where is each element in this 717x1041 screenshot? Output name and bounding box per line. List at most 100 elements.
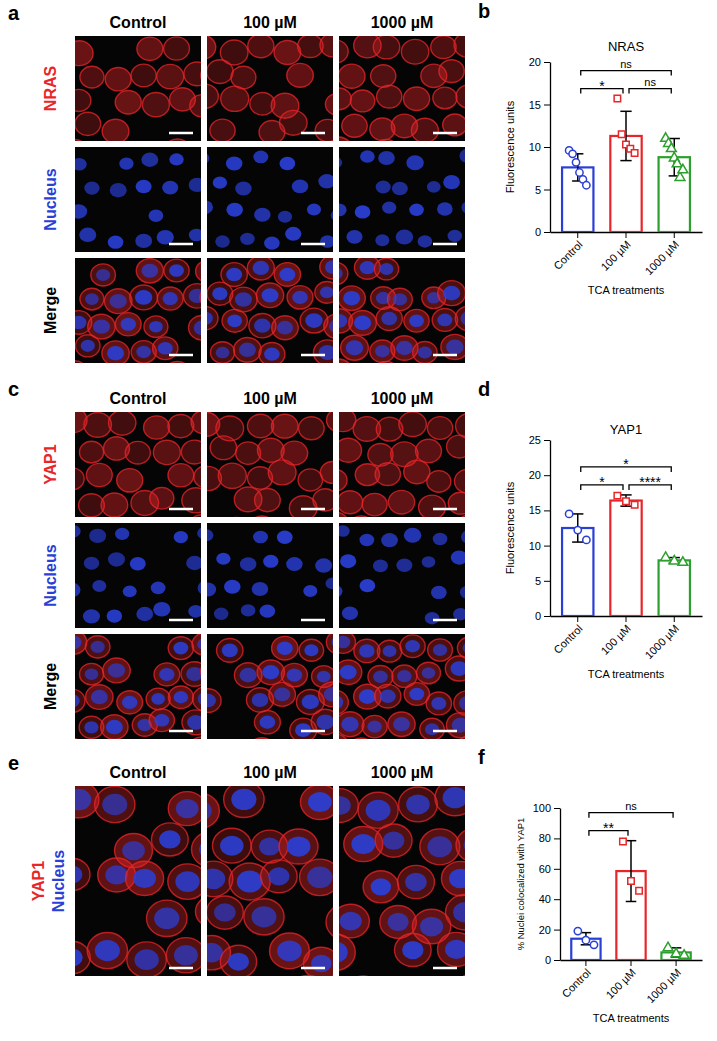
cell-stain xyxy=(184,62,201,86)
nucleus-stain xyxy=(464,835,465,854)
cell-stain xyxy=(339,64,365,88)
nucleus-stain xyxy=(157,230,174,245)
tick: Control xyxy=(551,616,585,656)
significance-label: * xyxy=(599,474,605,490)
cell-stain xyxy=(339,262,348,285)
tick-label: 20 xyxy=(529,469,541,481)
nucleus-stain xyxy=(376,181,391,194)
nucleus-stain xyxy=(453,902,465,923)
nucleus-stain xyxy=(169,264,184,277)
cell-stain xyxy=(248,36,274,58)
tick-mark xyxy=(674,616,675,622)
tick-mark xyxy=(554,899,560,900)
nucleus-stain xyxy=(212,287,227,300)
cell-stain xyxy=(194,466,201,488)
cell-stain xyxy=(200,285,201,309)
cell-stain xyxy=(75,739,85,740)
cell-stain xyxy=(244,899,284,935)
nucleus-stain xyxy=(319,345,333,360)
cell-stain xyxy=(435,786,465,816)
nucleus-stain xyxy=(367,720,382,732)
tick-label: 40 xyxy=(539,893,551,905)
nucleus-stain xyxy=(106,720,123,734)
nucleus-stain xyxy=(287,836,311,856)
nucleus-stain xyxy=(340,665,357,679)
cell-stain xyxy=(220,945,256,976)
cell-stain xyxy=(195,896,201,928)
nucleus-stain xyxy=(136,607,153,621)
data-point xyxy=(666,143,676,152)
error-bar xyxy=(630,841,632,902)
tick-mark xyxy=(544,475,550,476)
cell-stain xyxy=(326,634,333,654)
tick-mark xyxy=(631,960,632,966)
cell-stain xyxy=(207,60,233,84)
nucleus-stain xyxy=(207,694,216,708)
cell-stain xyxy=(248,738,276,739)
cell-stain xyxy=(153,440,180,464)
micrograph xyxy=(75,634,201,739)
nucleus-stain xyxy=(342,606,358,620)
error-bar-cap xyxy=(620,494,631,496)
data-point xyxy=(618,131,624,137)
cell-stain xyxy=(374,139,399,141)
nucleus-stain xyxy=(355,205,371,218)
nucleus-stain xyxy=(226,203,243,217)
significance-bracket xyxy=(581,71,672,76)
nucleus-stain xyxy=(405,640,420,653)
data-point xyxy=(672,158,682,167)
data-point xyxy=(583,536,590,543)
cell-stain xyxy=(339,934,355,971)
cell-stain xyxy=(339,137,352,141)
nucleus-stain xyxy=(453,608,465,620)
tick: 80 xyxy=(539,832,560,844)
cell-stain xyxy=(192,832,201,868)
cell-stain xyxy=(115,313,141,336)
nucleus-stain xyxy=(207,869,225,890)
tick-label: 15 xyxy=(529,99,541,111)
tick-label: Control xyxy=(559,966,593,1000)
cell-stain xyxy=(210,436,236,460)
cell-stain xyxy=(313,340,333,363)
tick: 10 xyxy=(529,540,550,552)
nucleus-stain xyxy=(324,687,333,702)
cell-stain xyxy=(230,287,258,312)
nucleus-stain xyxy=(215,235,230,247)
panel-letter: e xyxy=(8,752,19,774)
tick-label: 0 xyxy=(545,954,551,966)
nucleus-stain xyxy=(176,799,199,818)
significance-bracket xyxy=(589,813,673,818)
micrograph xyxy=(75,786,201,976)
nucleus-stain xyxy=(141,264,158,278)
nucleus-stain xyxy=(85,668,99,680)
nucleus-stain xyxy=(305,313,322,328)
error-bar-cap xyxy=(620,160,631,162)
nucleus-stain xyxy=(443,787,465,808)
cell-stain xyxy=(315,119,333,141)
significance-label: **** xyxy=(639,474,661,490)
nucleus-stain xyxy=(427,836,452,857)
cell-stain xyxy=(131,64,156,87)
nucleus-stain xyxy=(320,286,333,298)
cell-stain xyxy=(164,139,192,141)
nucleus-stain xyxy=(340,554,356,568)
nucleus-stain xyxy=(383,831,405,849)
cell-stain xyxy=(212,828,251,863)
nucleus-stain xyxy=(277,530,293,543)
nucleus-stain xyxy=(461,201,465,214)
cell-stain xyxy=(339,690,348,714)
nucleus-stain xyxy=(459,696,465,711)
nucleus-stain xyxy=(95,940,120,961)
cell-stain xyxy=(427,471,451,493)
nucleus-stain xyxy=(375,234,389,246)
cell-stain xyxy=(207,282,233,305)
cell-stain xyxy=(104,289,132,314)
nucleus-stain xyxy=(149,321,163,333)
cell-stain xyxy=(75,335,100,357)
tick-mark xyxy=(674,232,675,238)
cell-stain xyxy=(455,469,465,493)
row-label: Nucleus xyxy=(42,168,59,230)
nucleus-stain xyxy=(433,644,447,656)
nucleus-stain xyxy=(360,150,375,163)
nucleus-stain xyxy=(110,183,127,197)
